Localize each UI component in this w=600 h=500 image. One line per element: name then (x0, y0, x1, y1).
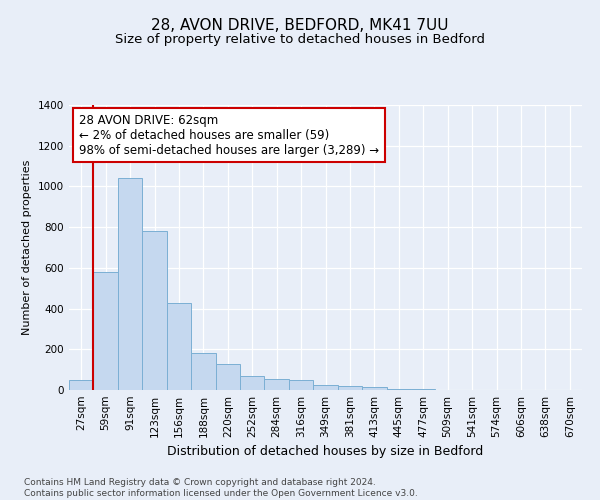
Bar (142, 231, 167, 390)
Bar (265, 380, 289, 390)
Bar (362, 387, 386, 390)
Text: Size of property relative to detached houses in Bedford: Size of property relative to detached ho… (115, 32, 485, 46)
Bar (118, 178, 142, 390)
Bar (191, 354, 215, 390)
Y-axis label: Number of detached properties: Number of detached properties (22, 160, 32, 335)
Bar (167, 304, 191, 390)
Text: 28, AVON DRIVE, BEDFORD, MK41 7UU: 28, AVON DRIVE, BEDFORD, MK41 7UU (151, 18, 449, 32)
Bar (215, 364, 240, 390)
Bar (338, 386, 362, 390)
Bar (289, 380, 313, 390)
Bar (94, 272, 118, 390)
X-axis label: Distribution of detached houses by size in Bedford: Distribution of detached houses by size … (167, 446, 484, 458)
Bar (386, 388, 411, 390)
Text: 28 AVON DRIVE: 62sqm
← 2% of detached houses are smaller (59)
98% of semi-detach: 28 AVON DRIVE: 62sqm ← 2% of detached ho… (79, 114, 379, 156)
Bar (240, 376, 265, 390)
Bar (313, 385, 338, 390)
Bar (69, 380, 94, 390)
Text: Contains HM Land Registry data © Crown copyright and database right 2024.
Contai: Contains HM Land Registry data © Crown c… (24, 478, 418, 498)
